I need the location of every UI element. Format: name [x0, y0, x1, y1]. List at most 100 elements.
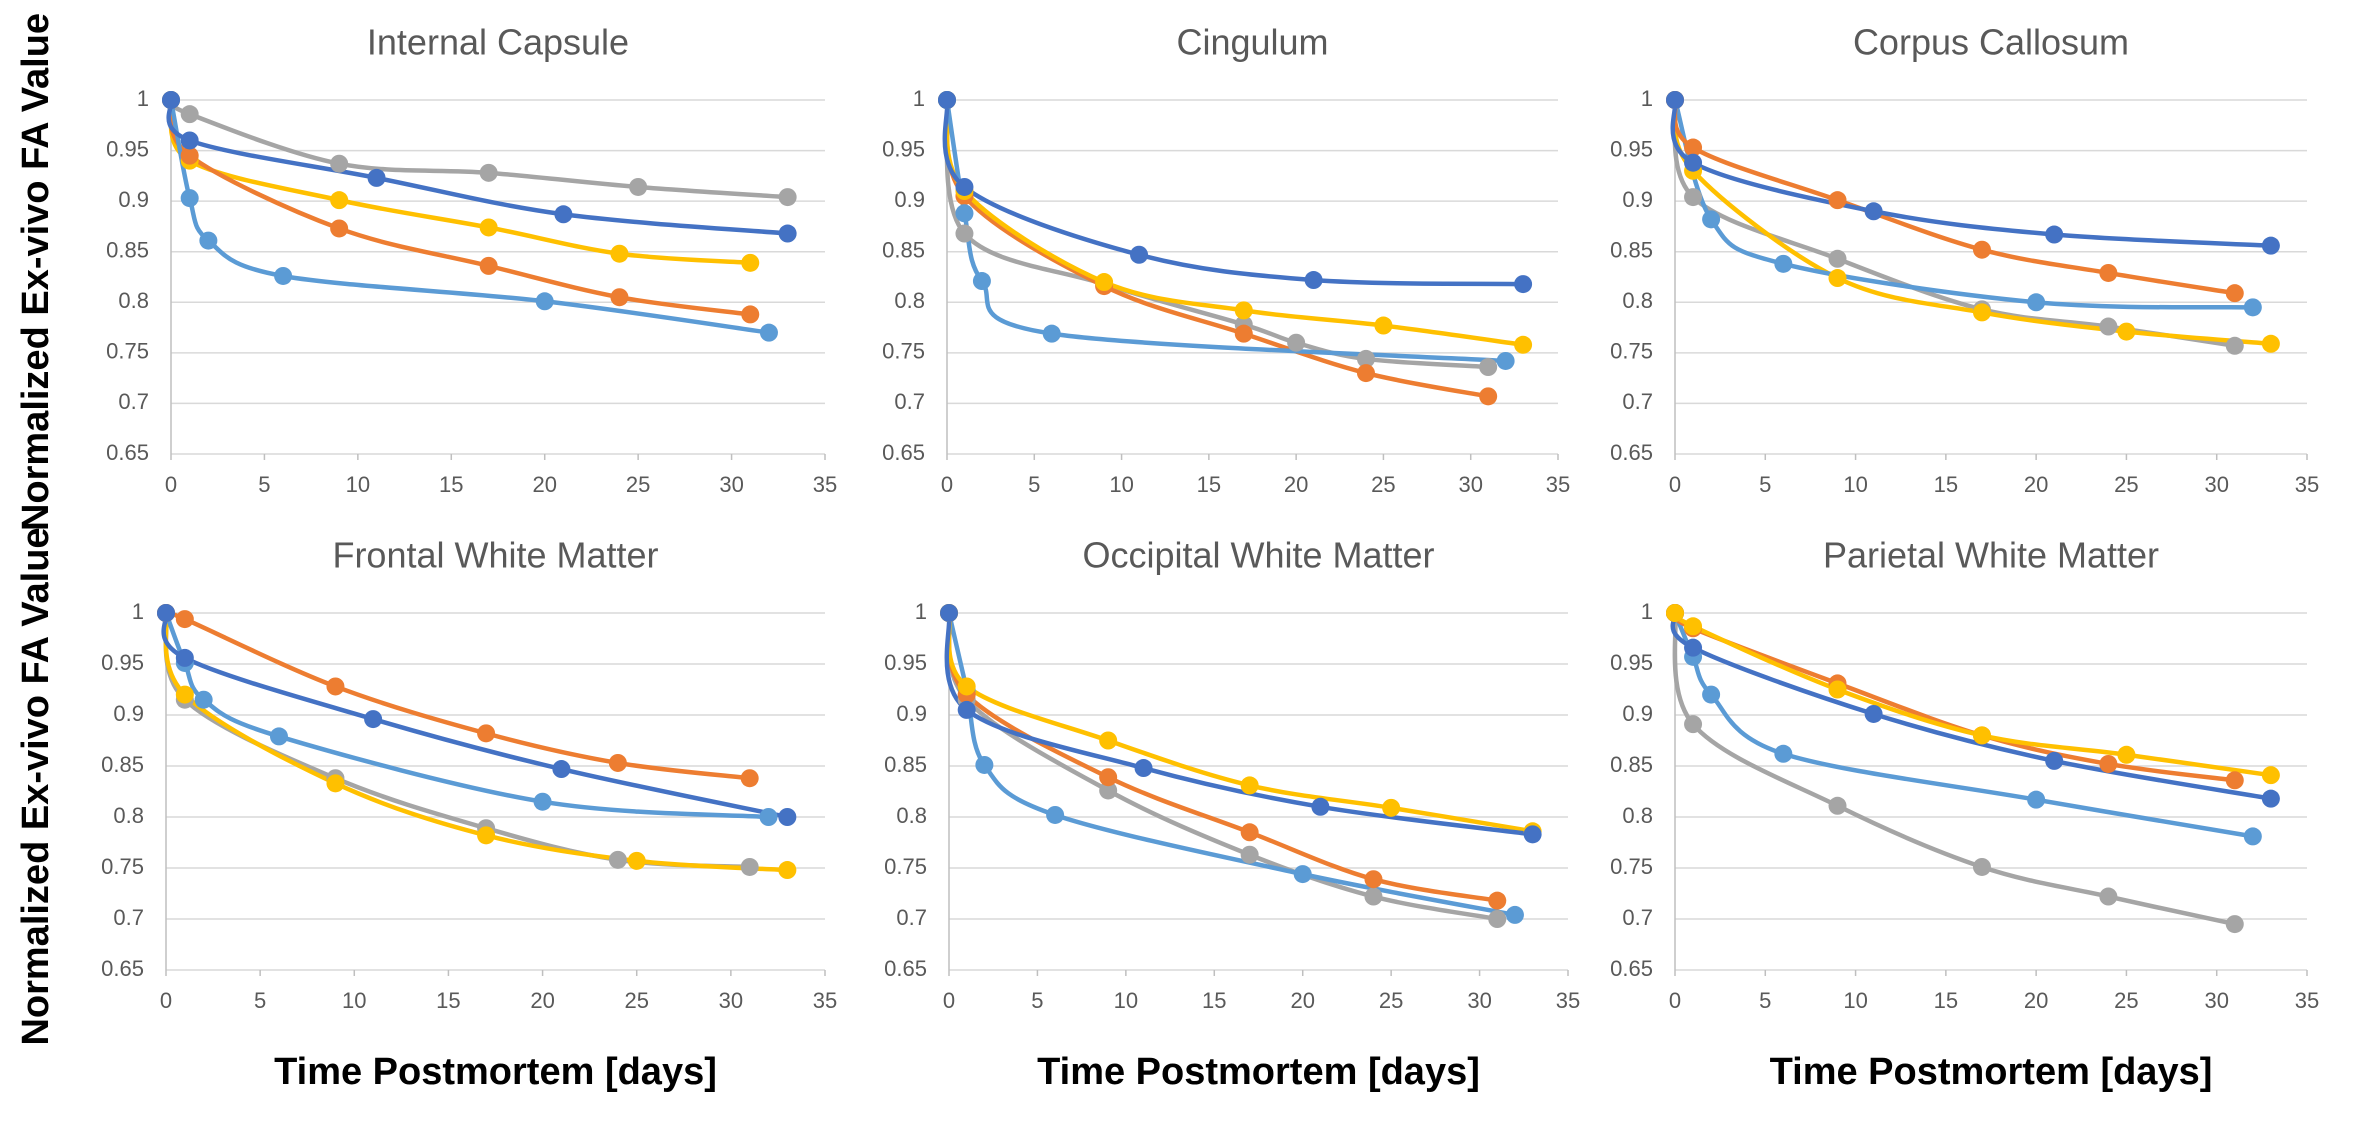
- marker: [2261, 334, 2280, 353]
- series-line: [1672, 611, 2272, 778]
- x-tick-label: 10: [342, 988, 366, 1013]
- y-tick-label: 0.85: [106, 238, 149, 263]
- x-tick-label: 10: [346, 472, 370, 497]
- marker: [2027, 293, 2046, 312]
- marker: [1684, 188, 1703, 207]
- marker: [2045, 225, 2064, 244]
- marker: [552, 760, 571, 779]
- series-line: [1672, 612, 2254, 839]
- x-tick-label: 30: [719, 988, 743, 1013]
- marker: [955, 204, 974, 223]
- marker: [554, 205, 573, 224]
- x-tick-label: 20: [1284, 472, 1308, 497]
- x-axis-label: Time Postmortem [days]: [1770, 1051, 2213, 1093]
- x-tick-label: 15: [436, 988, 460, 1013]
- marker: [1972, 857, 1991, 876]
- marker: [2261, 789, 2280, 808]
- x-tick-label: 20: [532, 472, 556, 497]
- marker: [2099, 754, 2118, 773]
- y-tick-label: 0.95: [882, 136, 925, 161]
- marker: [180, 131, 199, 150]
- marker: [2225, 284, 2244, 303]
- x-tick-label: 5: [1031, 988, 1043, 1013]
- marker: [1240, 776, 1259, 795]
- marker: [1514, 335, 1533, 354]
- x-axis-label: Time Postmortem [days]: [1037, 1051, 1480, 1093]
- series-line: [942, 99, 1524, 287]
- x-tick-label: 30: [1467, 988, 1491, 1013]
- y-tick-label: 0.9: [896, 701, 927, 726]
- marker: [479, 218, 498, 237]
- y-tick-label: 0.8: [118, 288, 149, 313]
- y-tick-label: 1: [137, 86, 149, 111]
- marker: [740, 857, 759, 876]
- y-tick-label: 0.65: [1610, 440, 1653, 465]
- marker: [1684, 638, 1703, 657]
- y-tick-label: 0.85: [1610, 752, 1653, 777]
- x-tick-label: 15: [1202, 988, 1226, 1013]
- marker: [1095, 273, 1114, 292]
- marker: [957, 677, 976, 696]
- series-line: [1672, 99, 2253, 310]
- marker: [1046, 805, 1065, 824]
- x-tick-label: 5: [1028, 472, 1040, 497]
- marker: [330, 219, 349, 238]
- marker: [1702, 210, 1721, 229]
- marker: [1042, 324, 1061, 343]
- marker: [778, 188, 797, 207]
- y-tick-label: 0.8: [1622, 803, 1653, 828]
- marker: [610, 244, 629, 263]
- marker: [175, 685, 194, 704]
- y-tick-label: 0.7: [1622, 389, 1653, 414]
- y-tick-label: 0.9: [1622, 701, 1653, 726]
- marker: [1972, 303, 1991, 322]
- x-tick-label: 30: [2204, 472, 2228, 497]
- marker: [1479, 358, 1498, 377]
- marker: [1311, 797, 1330, 816]
- marker: [2243, 298, 2262, 317]
- marker: [479, 163, 498, 182]
- y-tick-label: 0.8: [1622, 288, 1653, 313]
- marker: [1356, 364, 1375, 383]
- marker: [629, 177, 648, 196]
- x-tick-label: 30: [2204, 988, 2228, 1013]
- marker: [1864, 202, 1883, 221]
- marker: [2099, 887, 2118, 906]
- marker: [1684, 617, 1703, 636]
- chart-title: Frontal White Matter: [332, 535, 658, 576]
- y-tick-label: 0.65: [884, 956, 927, 981]
- marker: [610, 288, 629, 307]
- y-tick-label: 0.65: [1610, 956, 1653, 981]
- series-line: [1672, 611, 2236, 783]
- marker: [1828, 269, 1847, 288]
- y-tick-label: 1: [132, 599, 144, 624]
- y-tick-label: 0.75: [106, 339, 149, 364]
- marker: [1684, 153, 1703, 172]
- marker: [1972, 240, 1991, 259]
- y-tick-label: 0.8: [894, 288, 925, 313]
- y-tick-label: 0.9: [113, 701, 144, 726]
- marker: [1099, 781, 1118, 800]
- marker: [1293, 865, 1312, 884]
- marker: [2225, 336, 2244, 355]
- series-line: [166, 99, 788, 236]
- marker: [759, 323, 778, 342]
- y-tick-label: 0.95: [1610, 650, 1653, 675]
- y-tick-label: 0.95: [1610, 136, 1653, 161]
- y-tick-label: 0.7: [118, 389, 149, 414]
- chart-title: Corpus Callosum: [1853, 22, 2129, 63]
- marker: [940, 604, 958, 622]
- marker: [1099, 731, 1118, 750]
- marker: [1304, 271, 1323, 290]
- y-tick-label: 0.95: [884, 650, 927, 675]
- series-line: [946, 612, 1516, 918]
- y-tick-label: 0.75: [1610, 339, 1653, 364]
- marker: [157, 604, 175, 622]
- marker: [2243, 827, 2262, 846]
- marker: [330, 191, 349, 210]
- series-line: [944, 612, 1533, 837]
- marker: [2099, 317, 2118, 336]
- marker: [1828, 680, 1847, 699]
- y-tick-label: 0.85: [882, 238, 925, 263]
